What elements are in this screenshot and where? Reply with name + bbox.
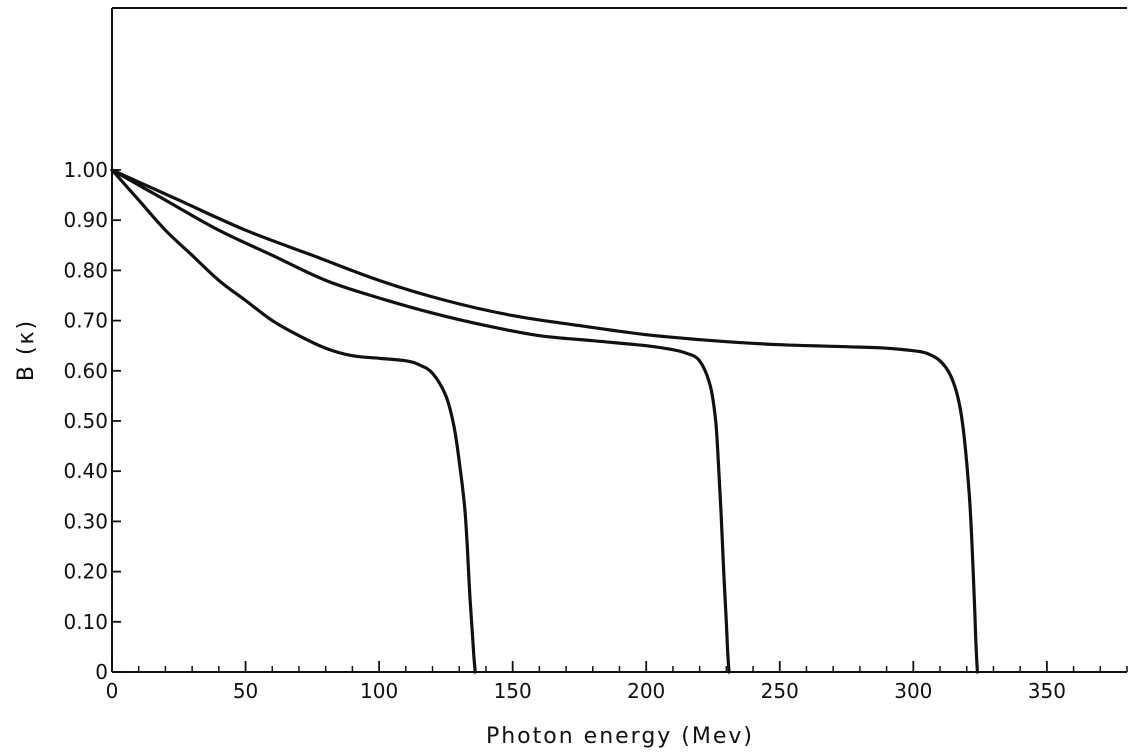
- y-tick-label: 0.40: [63, 459, 108, 483]
- y-tick-label: 0: [95, 660, 108, 684]
- x-tick-label: 50: [233, 679, 258, 703]
- x-axis-title: Photon energy (Mev): [486, 724, 754, 749]
- series-line-1: [110, 168, 477, 674]
- y-tick-label: 0.80: [63, 258, 108, 282]
- y-tick-label: 0.20: [63, 560, 108, 584]
- y-tick-label: 0.50: [63, 409, 108, 433]
- y-tick-label: 0.60: [63, 359, 108, 383]
- x-axis: 0 50 100 150 200 250 300 350: [106, 661, 1128, 703]
- series-group: [110, 168, 979, 674]
- x-tick-label: 150: [494, 679, 532, 703]
- y-tick-label: 0.90: [63, 208, 108, 232]
- series-line-3: [110, 168, 979, 674]
- x-tick-label: 250: [761, 679, 799, 703]
- y-tick-label: 1.00: [63, 158, 108, 182]
- x-tick-label: 350: [1028, 679, 1066, 703]
- y-tick-label: 0.10: [63, 610, 108, 634]
- series-line-2: [110, 168, 731, 674]
- y-tick-label: 0.70: [63, 309, 108, 333]
- y-tick-label: 0.30: [63, 509, 108, 533]
- y-axis-title: B (κ): [14, 319, 39, 381]
- x-tick-label: 100: [360, 679, 398, 703]
- x-tick-label: 0: [106, 679, 119, 703]
- y-axis: 0 0.10 0.20 0.30 0.40 0.50 0.60 0.70 0.80 0.90 1.0…: [63, 158, 121, 684]
- x-tick-label: 200: [627, 679, 665, 703]
- x-tick-label: 300: [894, 679, 932, 703]
